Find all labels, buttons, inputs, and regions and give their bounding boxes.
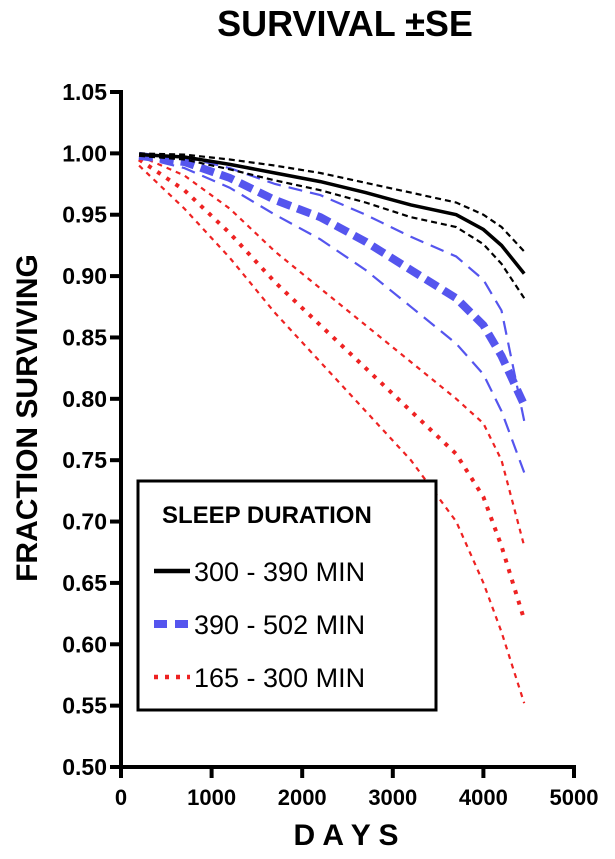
y-tick-label: 0.60 — [62, 631, 107, 657]
y-tick-label: 0.55 — [62, 693, 107, 719]
legend-entries: 300 - 390 MIN 390 - 502 MIN 165 - 300 MIN — [154, 557, 365, 693]
y-tick-label: 0.65 — [62, 570, 107, 596]
plot-area — [137, 151, 528, 704]
y-tick-label: 1.00 — [62, 140, 107, 166]
x-tick-label: 4000 — [459, 785, 508, 810]
legend-label: 165 - 300 MIN — [194, 663, 365, 693]
series-3-line — [137, 157, 527, 621]
series-1-se-upper-line — [139, 152, 526, 253]
y-tick-label: 0.70 — [62, 509, 107, 535]
legend-title: SLEEP DURATION — [162, 502, 372, 529]
legend-label: 300 - 390 MIN — [194, 557, 365, 587]
axes: 0.50 0.55 0.60 0.65 0.70 0.75 0.80 0.85 0.90 0.95… — [62, 79, 598, 810]
x-tick-label: 5000 — [550, 785, 599, 810]
series-3-se-upper-line — [138, 154, 526, 547]
x-tick-label: 2000 — [278, 785, 327, 810]
y-tick-label: 0.90 — [62, 263, 107, 289]
series-2-se-upper-line — [139, 153, 526, 422]
legend: SLEEP DURATION 300 - 390 MIN 390 - 502 MI… — [136, 479, 438, 712]
legend-label: 390 - 502 MIN — [194, 610, 365, 640]
y-tick-label: 0.75 — [62, 447, 107, 473]
legend-item-3: 165 - 300 MIN — [154, 663, 365, 693]
series-3 — [137, 154, 527, 704]
legend-item-2: 390 - 502 MIN — [154, 610, 365, 640]
legend-box — [136, 479, 438, 712]
series-1 — [139, 152, 526, 299]
x-tick-label: 3000 — [368, 785, 417, 810]
y-tick-label: 0.80 — [62, 386, 107, 412]
series-2-line — [138, 151, 528, 407]
series-1-se-lower-line — [139, 154, 526, 299]
y-tick-label: 0.50 — [62, 754, 107, 780]
y-axis-label: FRACTION SURVIVING — [11, 254, 44, 582]
series-3-se-lower-line — [138, 164, 526, 704]
legend-item-1: 300 - 390 MIN — [154, 557, 365, 587]
y-tick-label: 1.05 — [62, 79, 107, 105]
chart-title: SURVIVAL ±SE — [217, 3, 473, 44]
x-axis-label: D A Y S — [293, 819, 398, 852]
y-tick-label: 0.95 — [62, 202, 107, 228]
x-tick-label: 0 — [115, 785, 127, 810]
x-tick-label: 1000 — [187, 785, 236, 810]
series-2-se-lower-line — [138, 155, 526, 473]
y-tick-label: 0.85 — [62, 324, 107, 350]
series-1-line — [139, 152, 526, 275]
series-2 — [138, 151, 528, 473]
